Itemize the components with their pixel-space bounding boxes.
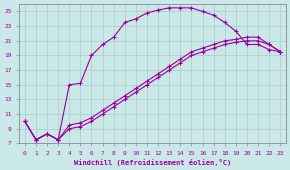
X-axis label: Windchill (Refroidissement éolien,°C): Windchill (Refroidissement éolien,°C)	[74, 159, 231, 166]
